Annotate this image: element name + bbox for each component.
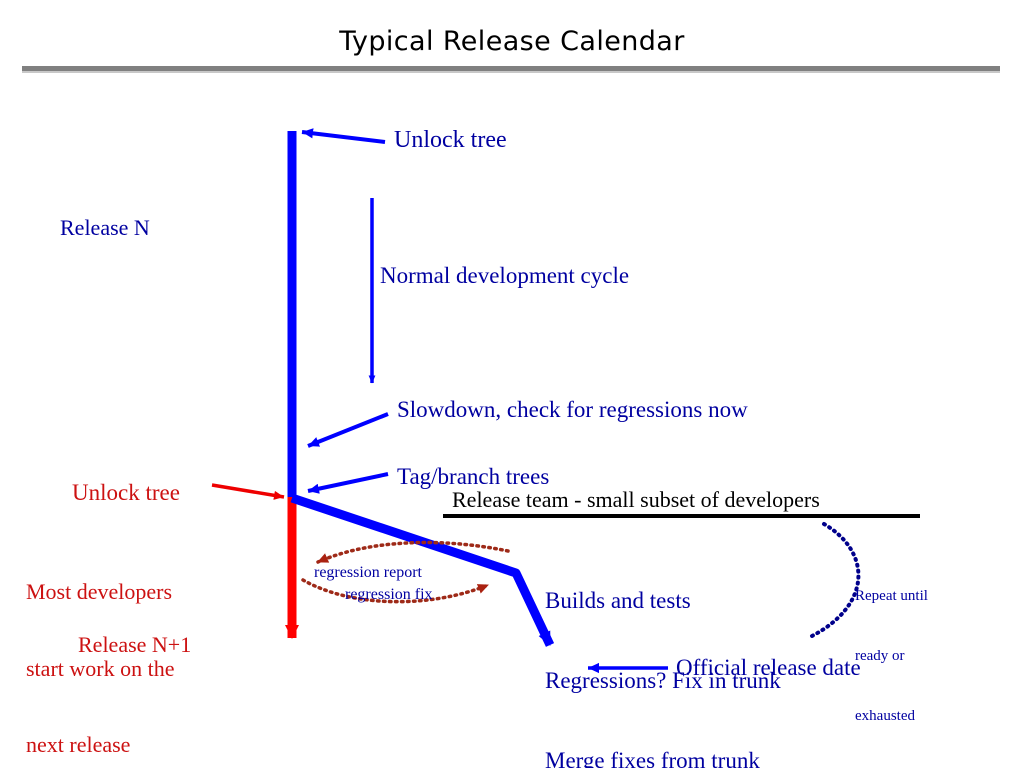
label-builds-line1: Builds and tests (545, 588, 691, 614)
label-most-developers-line1: Most developers (26, 579, 173, 605)
label-normal-development-cycle: Normal development cycle (380, 263, 630, 288)
label-slowdown-check-regressions: Slowdown, check for regressions now (397, 397, 748, 422)
label-builds-block: Builds and tests Regressions? Fix in tru… (545, 535, 781, 768)
label-official-release-date: Official release date (676, 655, 861, 680)
page-title: Typical Release Calendar (339, 26, 685, 57)
label-release-n: Release N (60, 215, 150, 240)
label-regression-report: regression report (314, 564, 422, 581)
release-team-underline (443, 514, 920, 518)
repeat-loop-arc (808, 522, 861, 639)
label-most-developers: Most developers start work on the next r… (26, 528, 174, 768)
release-branch-line (290, 493, 555, 647)
slowdown-arrow (307, 412, 389, 448)
label-most-developers-line3: next release (26, 732, 131, 758)
label-tag-branch-trees: Tag/branch trees (397, 464, 550, 489)
label-repeat-line3: exhausted (855, 707, 915, 724)
regression-report-arrow (316, 540, 510, 564)
label-most-developers-line2: start work on the (26, 655, 175, 681)
label-regression-fix: regression fix (345, 586, 433, 603)
label-repeat-line2: ready or (855, 647, 905, 664)
label-release-team: Release team - small subset of developer… (452, 487, 820, 512)
label-repeat-block: Repeat until ready or exhausted (855, 547, 928, 766)
tag-branch-arrow (307, 472, 389, 494)
title-divider (22, 66, 1000, 73)
unlock-tree-top-arrow (301, 128, 386, 144)
label-builds-line2: Regressions? Fix in trunk (545, 668, 781, 694)
unlock-tree-red-arrow (211, 483, 285, 500)
label-repeat-line1: Repeat until (855, 587, 928, 604)
regression-fix-arrow (301, 578, 490, 604)
label-builds-line3: Merge fixes from trunk (545, 748, 760, 768)
label-unlock-tree-top: Unlock tree (394, 127, 507, 153)
label-unlock-tree-red: Unlock tree (72, 480, 180, 505)
label-release-n-plus-1: Release N+1 (78, 632, 192, 657)
